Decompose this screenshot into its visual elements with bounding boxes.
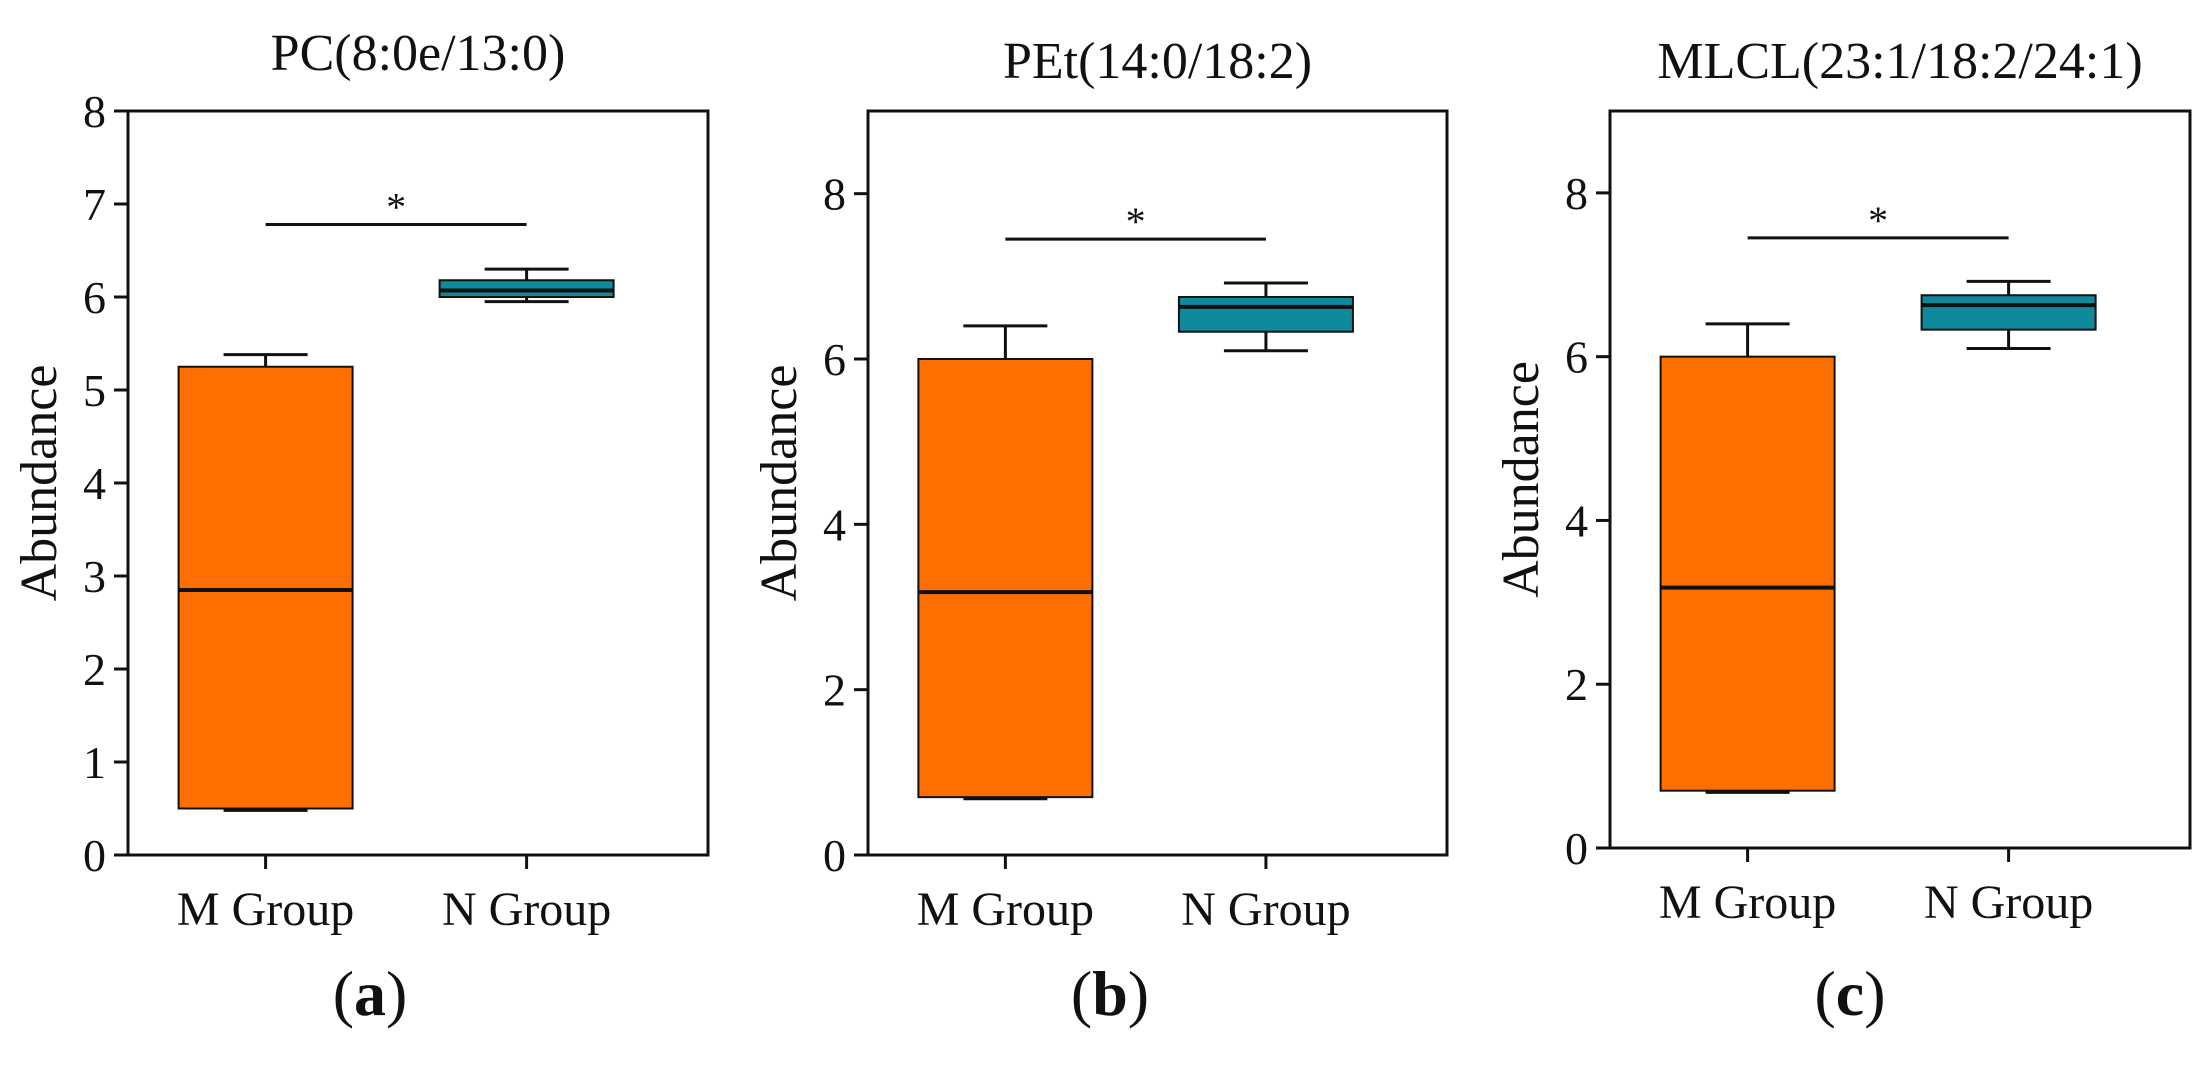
box-m-group xyxy=(177,353,354,812)
x-tick-label: N Group xyxy=(442,883,611,936)
y-tick-label: 4 xyxy=(823,499,846,550)
panel-b: 0 2 4 6 8 M Group N Group * PEt(14:0/18:2) Abunda… xyxy=(751,33,1449,1029)
y-tick-label: 4 xyxy=(1565,495,1588,546)
panel-title: PEt(14:0/18:2) xyxy=(1003,33,1312,90)
y-tick-label: 0 xyxy=(1565,823,1588,874)
y-tick-label: 6 xyxy=(1565,332,1588,383)
y-tick-label: 8 xyxy=(823,169,846,220)
panel-letter: (b) xyxy=(1071,958,1149,1029)
x-tick-label: N Group xyxy=(1924,876,2093,929)
iqr-box xyxy=(1659,355,1836,792)
x-tick-label: M Group xyxy=(177,883,354,936)
panel-c: 0 2 4 6 8 M Group N Group * MLCL(23:1/18:2/24:1)… xyxy=(1493,33,2192,1029)
y-tick-label: 0 xyxy=(83,830,106,881)
panel-letter: (c) xyxy=(1814,958,1885,1029)
iqr-box xyxy=(1177,296,1354,333)
significance-label: * xyxy=(386,184,406,229)
x-tick-label: M Group xyxy=(917,883,1094,936)
box-m-group xyxy=(917,324,1094,801)
iqr-box xyxy=(917,358,1094,799)
box-m-group xyxy=(1659,322,1836,794)
y-tick-label: 2 xyxy=(823,665,846,716)
y-tick-label: 3 xyxy=(83,551,106,602)
y-tick-label: 1 xyxy=(83,737,106,788)
plot-frame xyxy=(866,109,1449,857)
significance-label: * xyxy=(1868,198,1888,243)
y-axis-label: Abundance xyxy=(1493,361,1550,598)
panel-title: PC(8:0e/13:0) xyxy=(271,25,566,82)
x-tick-label: M Group xyxy=(1659,876,1836,929)
y-tick-label: 5 xyxy=(83,365,106,416)
panel-letter: (a) xyxy=(333,958,408,1029)
iqr-box xyxy=(177,365,354,810)
y-tick-label: 8 xyxy=(83,86,106,137)
y-tick-label: 4 xyxy=(83,458,106,509)
y-tick-label: 2 xyxy=(83,644,106,695)
x-tick-label: N Group xyxy=(1181,883,1350,936)
y-tick-label: 7 xyxy=(83,179,106,230)
y-axis-label: Abundance xyxy=(11,365,68,602)
y-tick-label: 6 xyxy=(83,272,106,323)
panel-title: MLCL(23:1/18:2/24:1) xyxy=(1657,33,2142,90)
iqr-box xyxy=(1920,294,2097,331)
significance-label: * xyxy=(1126,199,1146,244)
y-tick-label: 8 xyxy=(1565,168,1588,219)
plot-frame xyxy=(1608,109,2192,850)
box-n-group xyxy=(438,267,615,304)
y-tick-label: 0 xyxy=(823,830,846,881)
panel-a: 0 1 2 3 4 5 6 7 8 M Group N Group * PC(8:0e/13:0) Abu… xyxy=(11,25,710,1029)
y-tick-label: 2 xyxy=(1565,659,1588,710)
box-n-group xyxy=(1920,279,2097,350)
y-tick-label: 6 xyxy=(823,334,846,385)
y-axis-label: Abundance xyxy=(751,365,808,602)
box-n-group xyxy=(1177,281,1354,353)
